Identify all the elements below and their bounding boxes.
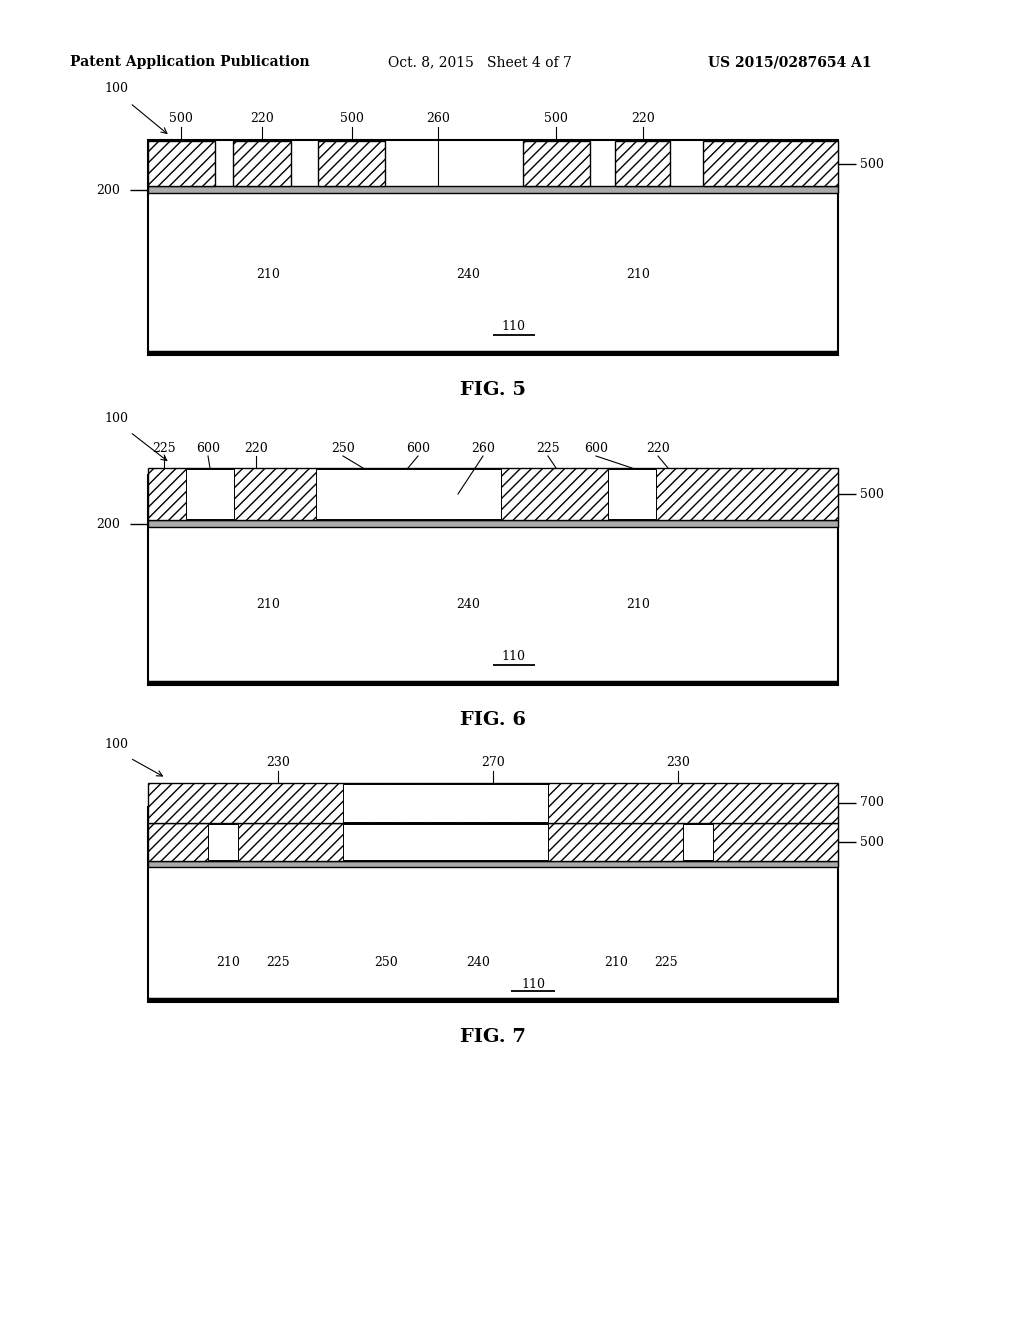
Text: 210: 210: [256, 598, 280, 611]
Bar: [615, 141, 670, 186]
Text: FIG. 6: FIG. 6: [460, 711, 526, 729]
Bar: [523, 141, 590, 186]
Bar: [683, 824, 713, 861]
Bar: [148, 783, 838, 822]
Text: 220: 220: [250, 112, 273, 125]
Text: 500: 500: [169, 112, 193, 125]
Bar: [343, 784, 548, 822]
Text: US 2015/0287654 A1: US 2015/0287654 A1: [709, 55, 871, 69]
Text: 225: 225: [266, 956, 290, 969]
Text: 250: 250: [374, 956, 398, 969]
Bar: [148, 186, 838, 193]
Bar: [148, 140, 838, 355]
Text: 270: 270: [481, 756, 505, 770]
Text: 240: 240: [466, 956, 489, 969]
Text: 230: 230: [666, 756, 690, 770]
Text: 600: 600: [406, 441, 430, 454]
Bar: [316, 469, 501, 519]
Text: 200: 200: [96, 517, 120, 531]
Text: 220: 220: [244, 441, 268, 454]
Text: 240: 240: [456, 598, 480, 611]
Bar: [148, 861, 838, 867]
Text: 110: 110: [521, 978, 545, 990]
Text: 230: 230: [266, 756, 290, 770]
Text: 220: 220: [646, 441, 670, 454]
Text: 600: 600: [584, 441, 608, 454]
Text: FIG. 5: FIG. 5: [460, 381, 526, 399]
Bar: [148, 822, 838, 861]
Bar: [148, 141, 215, 186]
Bar: [608, 469, 656, 519]
Text: 100: 100: [104, 738, 128, 751]
Text: Oct. 8, 2015   Sheet 4 of 7: Oct. 8, 2015 Sheet 4 of 7: [388, 55, 572, 69]
Text: 210: 210: [604, 956, 628, 969]
Text: 600: 600: [196, 441, 220, 454]
Bar: [148, 475, 838, 685]
Text: 220: 220: [631, 112, 655, 125]
Text: 260: 260: [426, 112, 450, 125]
Bar: [703, 141, 838, 186]
Bar: [186, 469, 234, 519]
Text: 225: 225: [654, 956, 678, 969]
Text: 250: 250: [331, 441, 355, 454]
Text: 500: 500: [860, 487, 884, 500]
Bar: [233, 141, 291, 186]
Text: Patent Application Publication: Patent Application Publication: [71, 55, 310, 69]
Text: 500: 500: [860, 836, 884, 849]
Text: 200: 200: [96, 183, 120, 197]
Text: 240: 240: [456, 268, 480, 281]
Text: 210: 210: [626, 598, 650, 611]
Bar: [208, 824, 238, 861]
Text: 100: 100: [104, 82, 128, 95]
Text: 225: 225: [537, 441, 560, 454]
Text: 700: 700: [860, 796, 884, 809]
Text: 210: 210: [626, 268, 650, 281]
Bar: [318, 141, 385, 186]
Text: 500: 500: [860, 157, 884, 170]
Bar: [148, 807, 838, 1002]
Bar: [148, 520, 838, 527]
Text: 210: 210: [216, 956, 240, 969]
Text: 500: 500: [544, 112, 568, 125]
Text: 225: 225: [153, 441, 176, 454]
Text: 110: 110: [501, 651, 525, 664]
Text: 110: 110: [501, 321, 525, 334]
Text: 210: 210: [256, 268, 280, 281]
Text: 500: 500: [340, 112, 364, 125]
Text: FIG. 7: FIG. 7: [460, 1028, 526, 1045]
Text: 100: 100: [104, 412, 128, 425]
Bar: [343, 824, 548, 861]
Bar: [148, 469, 838, 520]
Text: 260: 260: [471, 441, 495, 454]
